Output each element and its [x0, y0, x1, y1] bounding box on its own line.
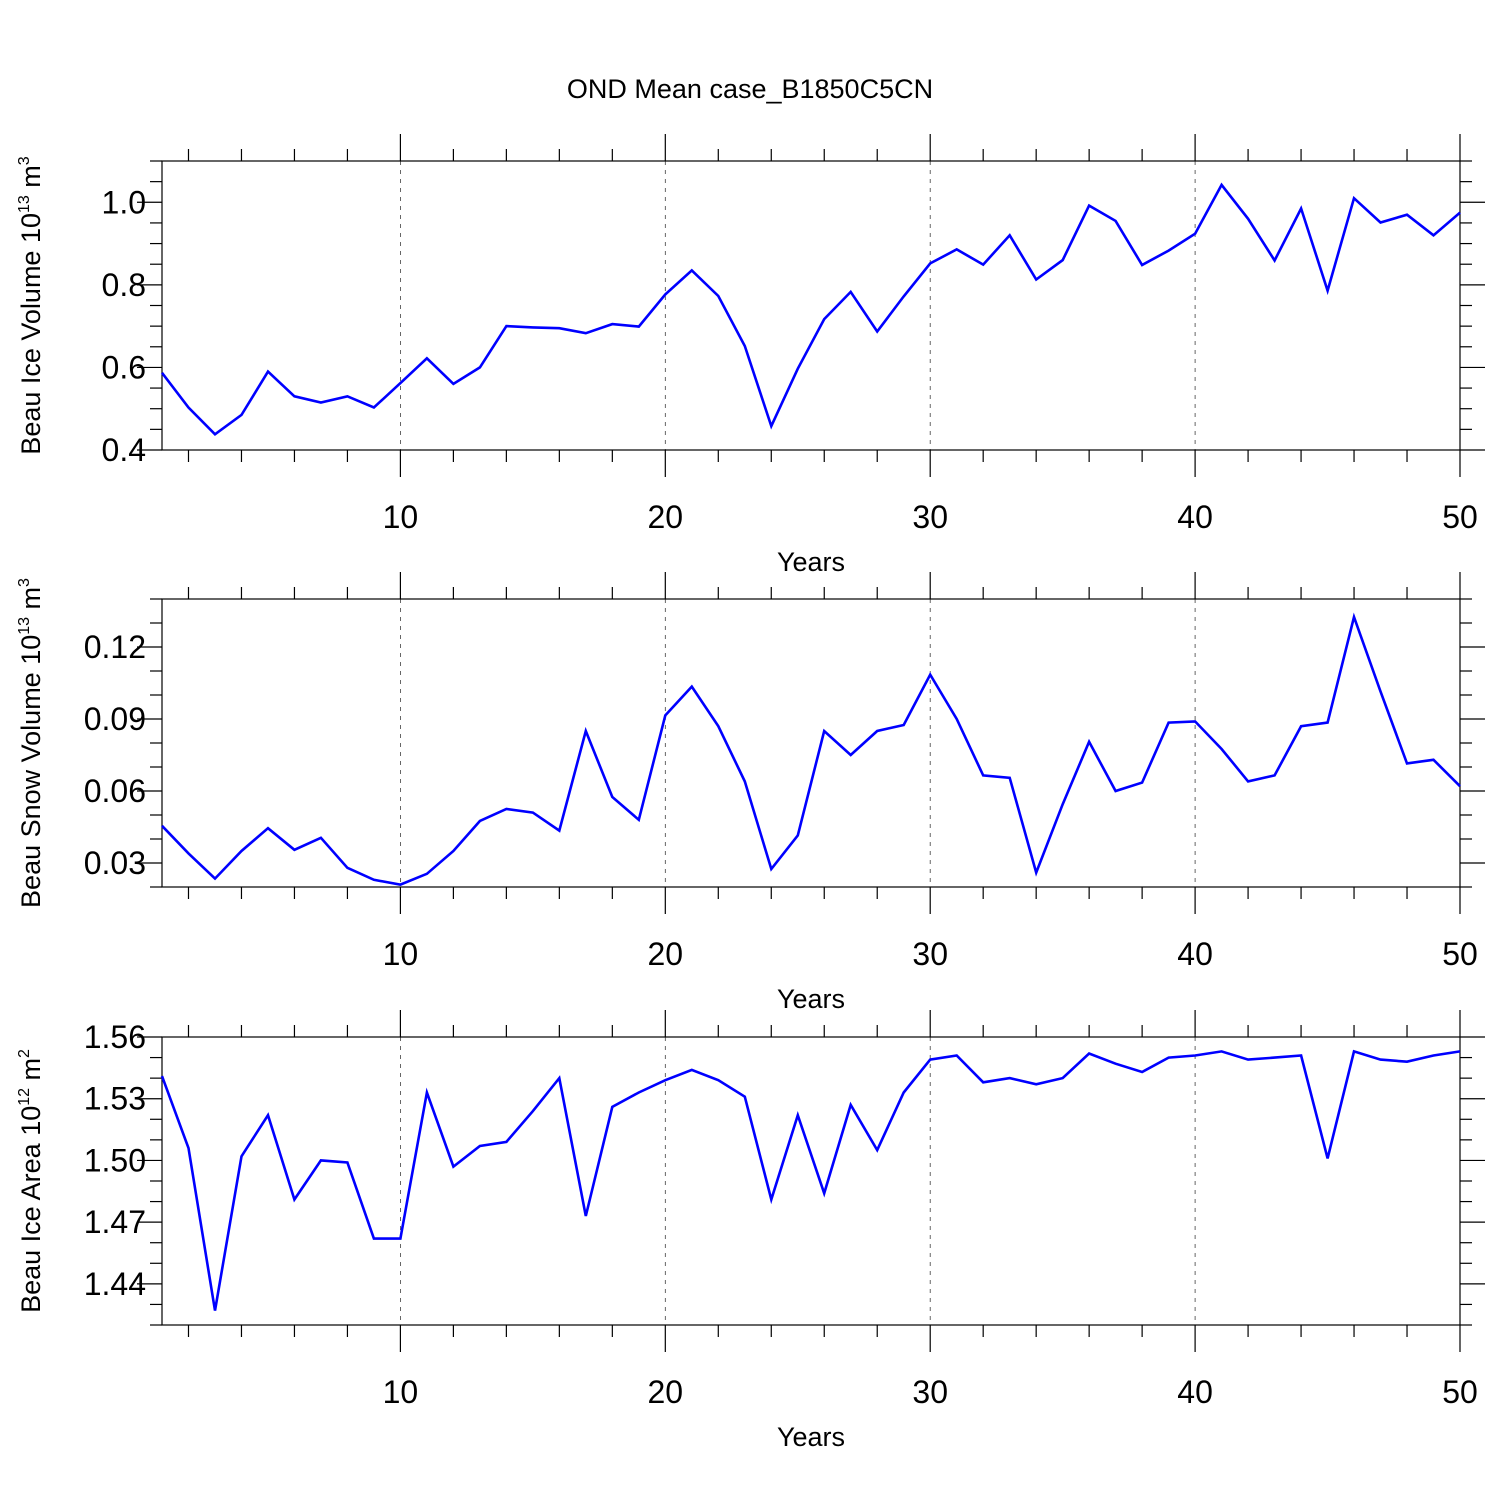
y-tick-label: 1.50 — [84, 1142, 146, 1178]
y-tick-label: 1.56 — [84, 1019, 146, 1055]
plot-frame — [161, 598, 1461, 888]
x-tick-label: 40 — [1177, 499, 1213, 535]
chart-title: OND Mean case_B1850C5CN — [567, 74, 933, 104]
y-tick-label: 0.4 — [102, 432, 146, 468]
y-tick-label: 1.53 — [84, 1081, 146, 1117]
x-axis-label: Years — [777, 1422, 845, 1452]
y-tick-label: 0.03 — [84, 845, 146, 881]
x-tick-label: 50 — [1442, 1374, 1478, 1410]
y-tick-label: 0.06 — [84, 773, 146, 809]
y-tick-label: 0.09 — [84, 701, 146, 737]
y-tick-label: 0.6 — [102, 349, 146, 385]
y-tick-label: 1.0 — [102, 184, 146, 220]
x-tick-label: 30 — [912, 499, 948, 535]
y-axis-label: Beau Ice Volume 1013 m3 — [16, 156, 46, 454]
x-tick-label: 10 — [383, 936, 419, 972]
x-tick-label: 10 — [383, 1374, 419, 1410]
x-tick-label: 20 — [648, 1374, 684, 1410]
x-tick-label: 50 — [1442, 499, 1478, 535]
x-tick-label: 40 — [1177, 1374, 1213, 1410]
y-tick-label: 0.8 — [102, 267, 146, 303]
panel-ice-volume: 10 20 30 40 50 0.4 0.6 0.8 1.0 Years Beau Ice Volu… — [16, 134, 1485, 577]
series-line — [160, 1049, 1461, 1311]
x-tick-label: 50 — [1442, 936, 1478, 972]
x-axis-label: Years — [777, 984, 845, 1014]
panel-ice-area: 10 20 30 40 50 1.44 1.47 1.50 1.53 1.56 Years Beau … — [16, 1010, 1485, 1452]
panel-snow-volume: 10 20 30 40 50 0.03 0.06 0.09 0.12 Years Beau Snow… — [16, 572, 1485, 1014]
x-tick-label: 40 — [1177, 936, 1213, 972]
x-tick-label: 20 — [648, 936, 684, 972]
x-tick-label: 30 — [912, 1374, 948, 1410]
x-tick-label: 20 — [648, 499, 684, 535]
y-tick-label: 0.12 — [84, 629, 146, 665]
series-line — [161, 612, 1461, 886]
y-tick-label: 1.47 — [84, 1204, 146, 1240]
y-axis-label: Beau Ice Area 1012 m2 — [16, 1049, 46, 1313]
plot-frame — [161, 1036, 1461, 1326]
x-axis-label: Years — [777, 547, 845, 577]
y-tick-label: 1.44 — [84, 1266, 146, 1302]
y-axis-label: Beau Snow Volume 1013 m3 — [16, 578, 46, 908]
x-tick-label: 30 — [912, 936, 948, 972]
plot-frame — [161, 160, 1461, 451]
x-tick-label: 10 — [383, 499, 419, 535]
series-line — [160, 182, 1461, 437]
